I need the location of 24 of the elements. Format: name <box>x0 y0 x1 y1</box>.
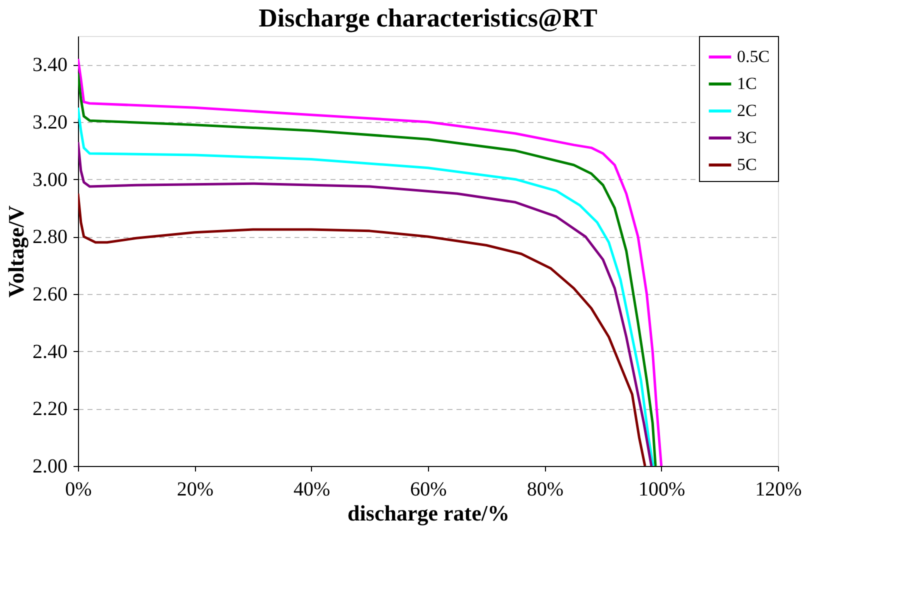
legend-label: 0.5C <box>737 47 770 66</box>
legend-label: 5C <box>737 155 757 174</box>
y-tick-label: 2.40 <box>32 340 68 363</box>
x-tick-label: 60% <box>410 478 447 500</box>
x-tick-label: 120% <box>755 478 802 500</box>
y-tick-label: 3.40 <box>32 54 68 76</box>
y-tick-label: 2.20 <box>32 398 68 420</box>
y-tick-label: 3.00 <box>32 168 68 191</box>
x-tick-label: 80% <box>526 478 564 500</box>
line-series <box>78 192 646 466</box>
legend-label: 3C <box>737 128 757 147</box>
chart-title: Discharge characteristics@RT <box>258 4 598 32</box>
y-tick-label: 2.60 <box>32 284 68 306</box>
x-tick-label: 100% <box>638 478 686 500</box>
x-tick-label: 0% <box>65 478 92 500</box>
y-axis-title: Voltage/V <box>4 205 28 298</box>
y-tick-label: 2.80 <box>32 226 68 248</box>
legend-label: 2C <box>737 101 757 120</box>
legend-label: 1C <box>737 74 757 93</box>
x-tick-label: 40% <box>293 478 330 500</box>
y-tick-label: 3.20 <box>32 112 68 134</box>
x-axis-title: discharge rate/% <box>348 500 510 526</box>
y-tick-label: 2.00 <box>32 456 68 478</box>
x-tick-label: 20% <box>176 478 214 500</box>
